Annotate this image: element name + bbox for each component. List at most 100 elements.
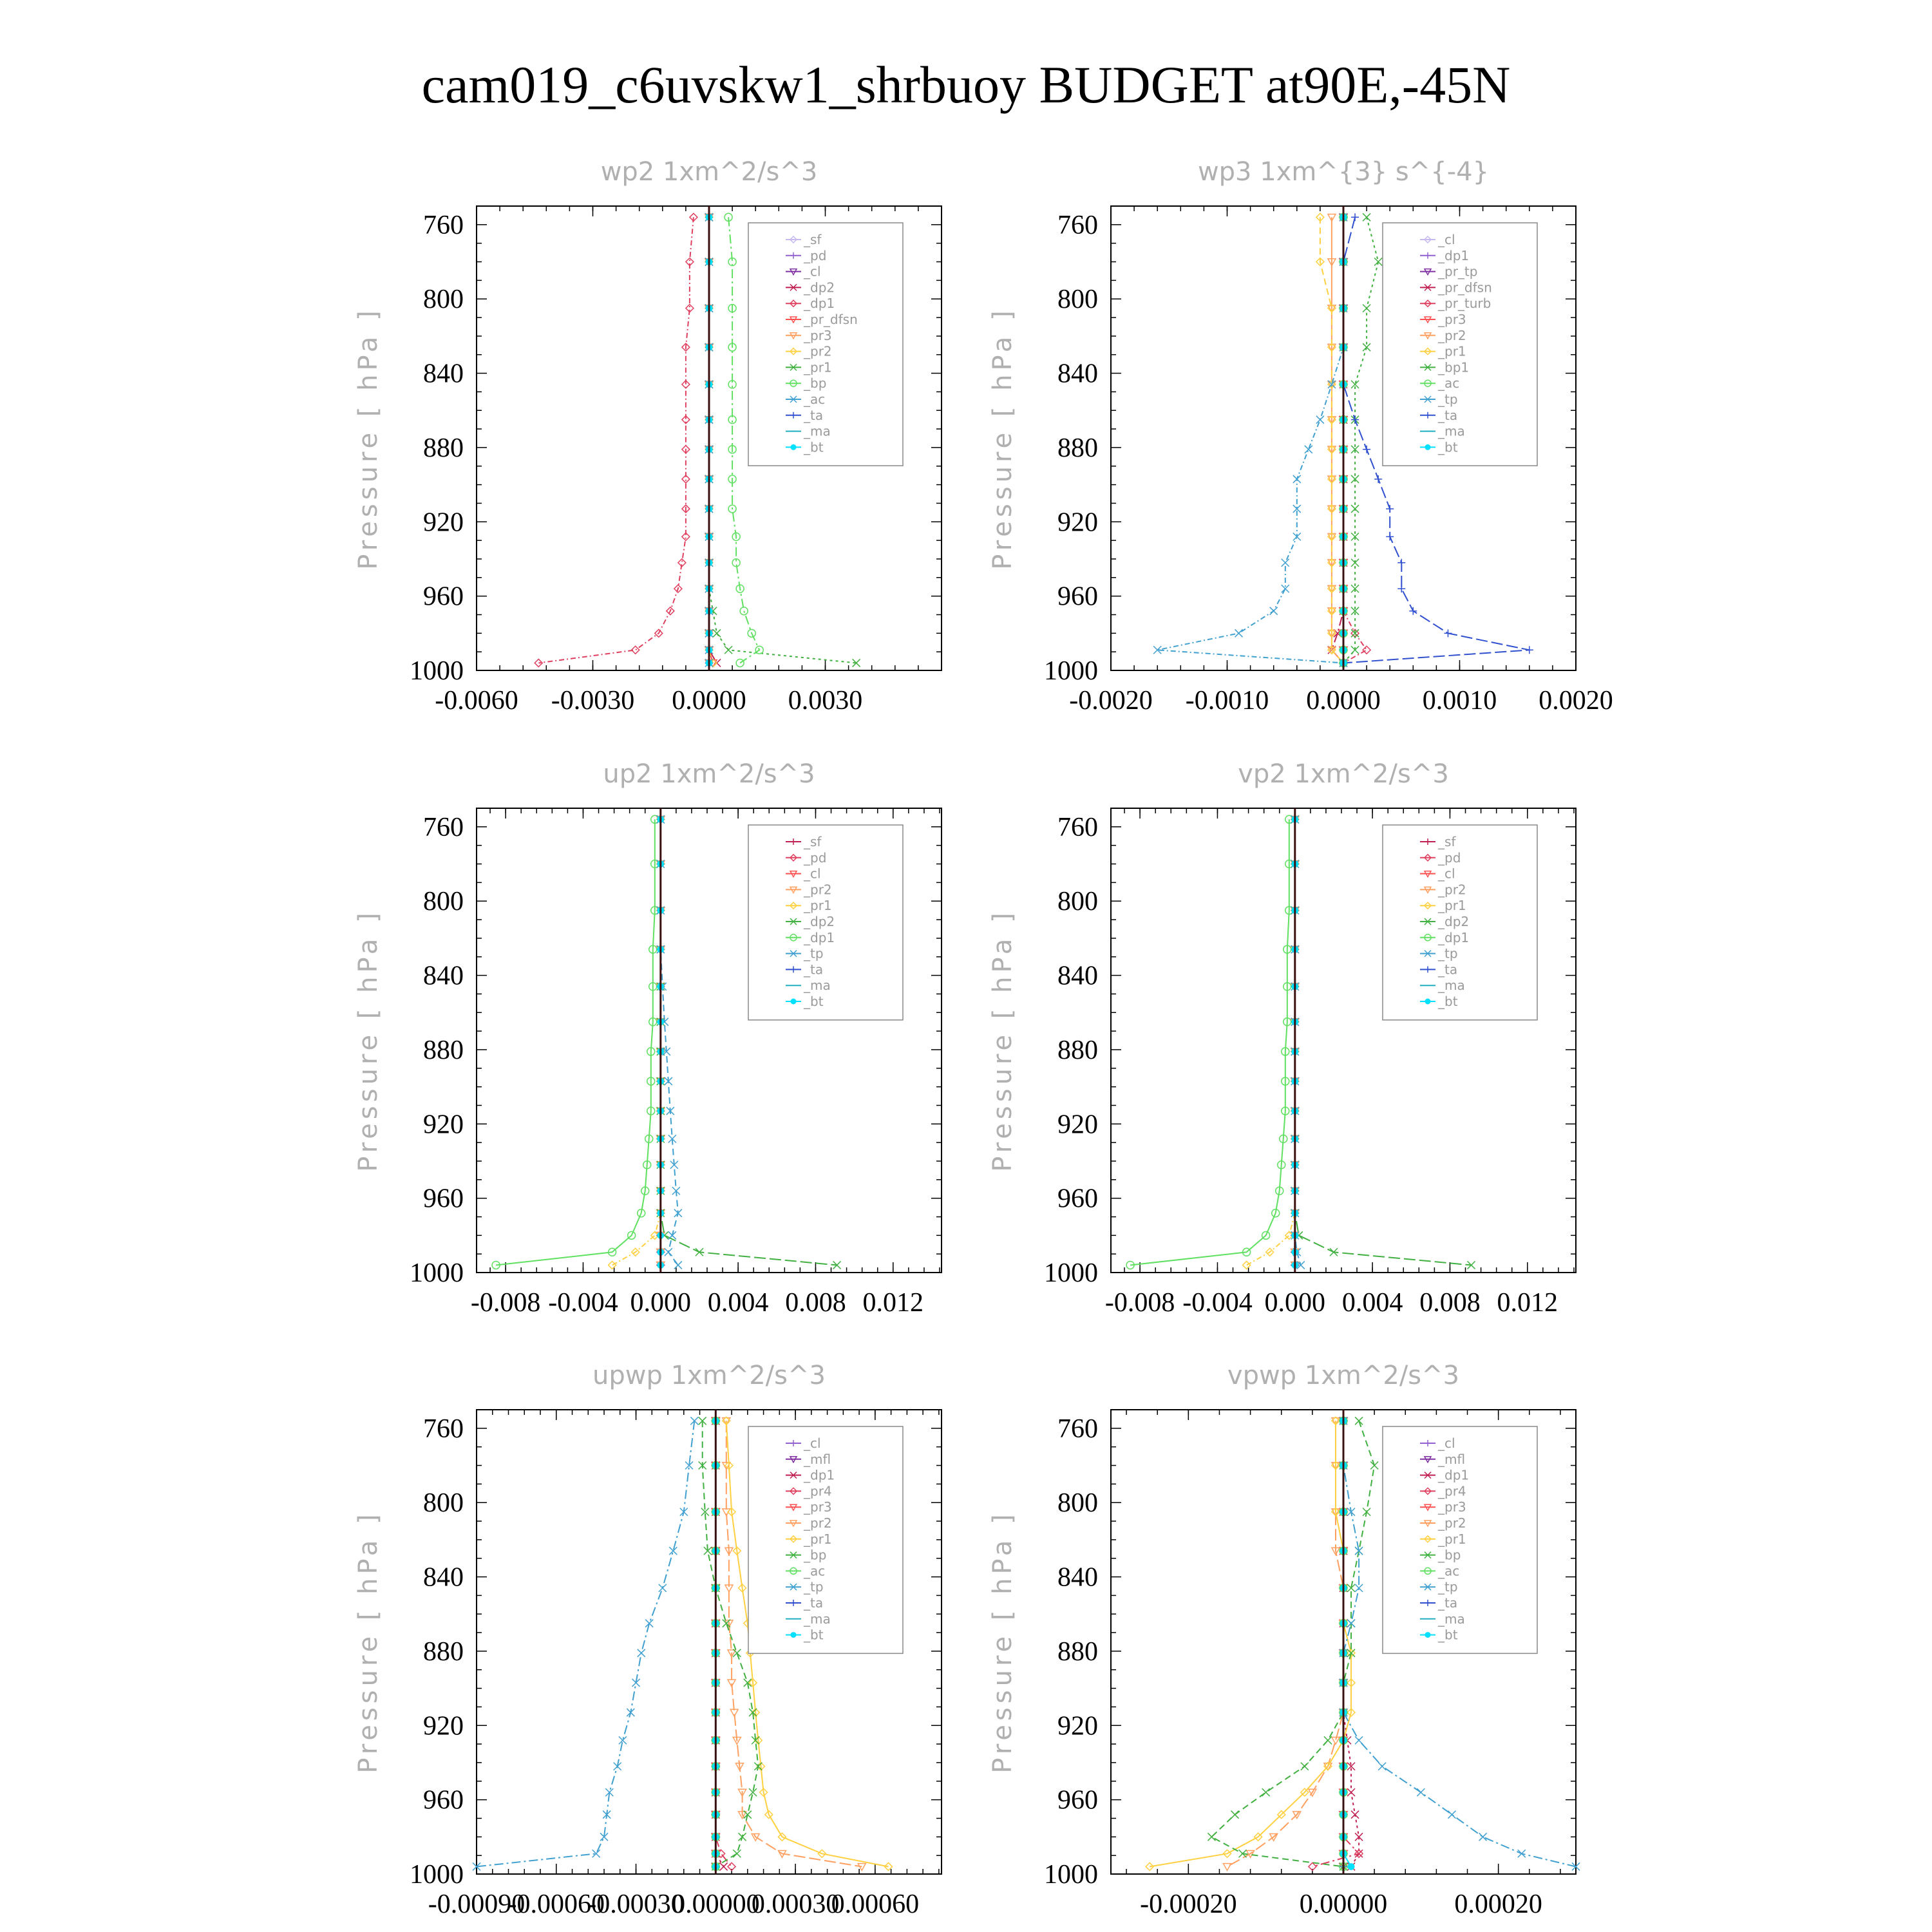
legend-box — [748, 824, 904, 1021]
legend-label: _bt — [1437, 1627, 1458, 1643]
series-tp — [1291, 815, 1305, 1269]
data-point — [748, 1788, 757, 1797]
legend-box — [1382, 824, 1538, 1021]
data-point — [1329, 1247, 1338, 1256]
data-point — [685, 257, 694, 267]
data-point — [1261, 1231, 1271, 1240]
legend-marker — [1423, 1456, 1432, 1464]
data-point — [1354, 1832, 1363, 1841]
x-tick-label: 0.012 — [863, 1288, 924, 1318]
series-pr1 — [1145, 1416, 1356, 1871]
data-point — [1253, 1832, 1263, 1842]
data-point — [1281, 1106, 1290, 1115]
legend-label: _sf — [1437, 834, 1456, 849]
data-point — [1281, 558, 1290, 567]
data-point — [1397, 585, 1406, 593]
legend-label: _ta — [1437, 961, 1457, 977]
data-point — [703, 1546, 712, 1555]
y-tick-label: 1000 — [1044, 1258, 1098, 1288]
data-point — [649, 945, 658, 954]
legend-label: _pr2 — [1437, 882, 1466, 897]
legend: _sf_pd_cl_pr2_pr1_dp2_dp1_tp_ta_ma_bt — [1382, 824, 1538, 1021]
series-line — [701, 1421, 759, 1868]
legend-label: _bp — [1437, 1548, 1461, 1563]
x-tick-label: -0.0020 — [1069, 686, 1153, 715]
legend-label: _pr3 — [803, 1499, 832, 1515]
data-point — [1347, 1788, 1356, 1797]
figure-title: cam019_c6uvskw1_shrbuoy BUDGET at90E,-45… — [421, 55, 1511, 114]
legend-label: _pr4 — [1437, 1483, 1466, 1499]
legend-label: _dp1 — [1437, 930, 1469, 945]
legend-marker — [1425, 966, 1431, 973]
data-point — [748, 1678, 758, 1688]
legend-label: _pr3 — [1437, 312, 1466, 327]
series-pr2 — [1222, 1417, 1349, 1872]
legend-marker — [790, 283, 797, 291]
y-tick-label: 760 — [423, 813, 464, 842]
legend-label: _ta — [803, 961, 823, 977]
legend-marker — [790, 1440, 797, 1446]
legend: _cl_mfl_dp1_pr4_pr3_pr2_pr1_bp_ac_tp_ta_… — [748, 1426, 904, 1654]
data-point — [777, 1832, 787, 1842]
data-point — [1346, 1678, 1356, 1688]
legend-marker — [1424, 363, 1432, 371]
data-point — [627, 1231, 636, 1240]
data-point — [1245, 1850, 1255, 1859]
data-point — [1331, 1461, 1341, 1470]
y-tick-label: 880 — [423, 1637, 464, 1667]
data-point — [618, 1736, 627, 1745]
data-point — [722, 1619, 731, 1628]
legend-marker — [790, 1472, 797, 1479]
data-point — [1331, 1507, 1341, 1517]
legend-label: _cl — [803, 264, 821, 279]
legend-label: _bt — [803, 439, 824, 455]
data-point — [1283, 945, 1292, 954]
series-line — [715, 1421, 724, 1868]
series-line — [1157, 217, 1344, 664]
legend-marker — [790, 1567, 797, 1575]
series-bp1 — [1339, 213, 1383, 667]
x-tick-label: 0.0000 — [672, 686, 746, 715]
legend-marker — [1423, 1487, 1432, 1495]
data-point — [673, 584, 683, 594]
series-bp — [1207, 1416, 1379, 1871]
data-point — [737, 1811, 747, 1820]
data-point — [738, 1832, 747, 1841]
legend-label: _tp — [1437, 392, 1458, 407]
data-point — [1271, 1208, 1280, 1218]
y-axis-label: Pressure [ hPa ] — [988, 909, 1018, 1171]
data-point — [649, 1017, 658, 1027]
legend-label: _pr2 — [803, 344, 832, 359]
series-line — [725, 1421, 862, 1868]
data-point — [1327, 558, 1337, 567]
data-point — [732, 1849, 741, 1858]
data-point — [1347, 1508, 1356, 1517]
x-tick-label: 0.0020 — [1539, 686, 1613, 715]
series-line — [1150, 1421, 1352, 1868]
data-point — [607, 1260, 617, 1270]
legend-label: _bt — [803, 1627, 824, 1643]
legend-marker — [1424, 283, 1432, 291]
legend-label: _dp1 — [803, 296, 835, 311]
legend-marker — [1425, 252, 1431, 259]
legend-marker — [1423, 1535, 1432, 1543]
data-point — [751, 1708, 761, 1718]
data-point — [630, 1247, 640, 1257]
series-line — [1343, 217, 1379, 664]
y-tick-label: 1000 — [1044, 1860, 1098, 1889]
legend-marker — [790, 1551, 797, 1559]
data-point — [636, 1208, 646, 1218]
data-point — [750, 1833, 761, 1842]
legend-marker — [1423, 853, 1432, 862]
legend-label: _pr2 — [1437, 1515, 1466, 1531]
series-dp2 — [705, 213, 721, 667]
data-point — [753, 1762, 762, 1771]
data-point — [1327, 584, 1337, 594]
data-point — [698, 1416, 707, 1425]
data-point — [721, 1416, 731, 1426]
series-line — [715, 1421, 732, 1868]
x-tick-label: -0.00020 — [1140, 1889, 1237, 1919]
x-tick-label: -0.0060 — [435, 686, 518, 715]
legend-label: _pr4 — [803, 1483, 832, 1499]
data-point — [681, 532, 690, 542]
